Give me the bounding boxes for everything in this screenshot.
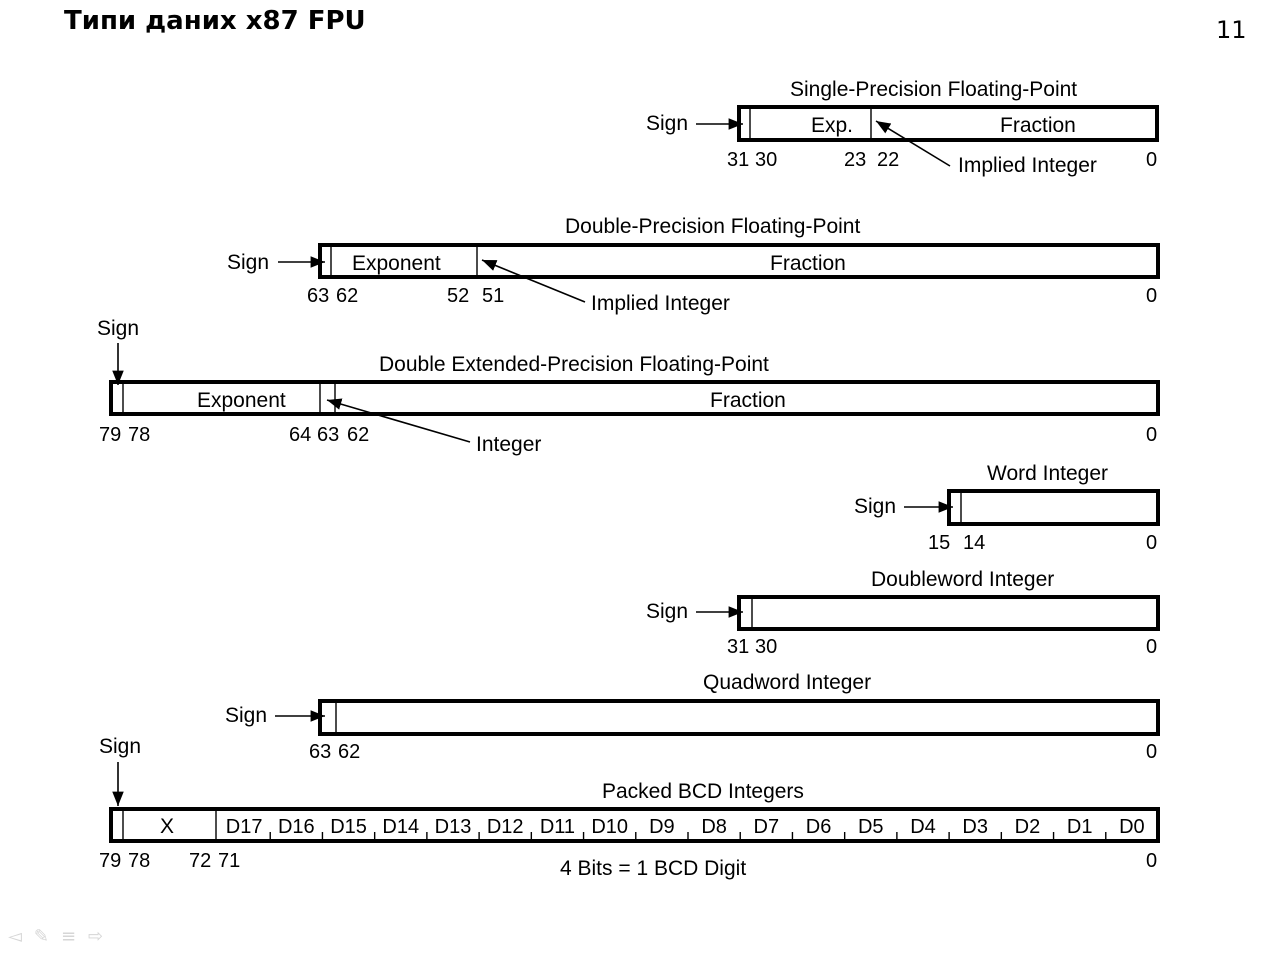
bcd-digit-row: D17 D16 D15 D14 D13 D12 D11 D10 D9 D8 D7 D6 D5 D4 D3 D2… — [226, 816, 1145, 841]
double-precision-format: Double-Precision Floating-Point Sign Exp… — [227, 215, 1160, 315]
bcd-caption: 4 Bits = 1 BCD Digit — [560, 857, 746, 880]
bcd-box — [109, 807, 1160, 843]
bcd-digit-label: D5 — [858, 816, 884, 838]
dword-title: Doubleword Integer — [871, 568, 1054, 591]
bcd-digit-label: D13 — [435, 816, 472, 838]
packed-bcd-format: Sign Packed BCD Integers X D17 D16 D15 D14 D… — [99, 735, 1160, 880]
bcd-digit-label: D15 — [330, 816, 367, 838]
bcd-digit-label: D0 — [1119, 816, 1145, 838]
bit-label: 51 — [482, 285, 504, 307]
bit-label: 79 — [99, 850, 121, 872]
bit-label: 78 — [128, 424, 150, 446]
slide-nav: ◅ ✎ ≡ ⇨ — [8, 926, 103, 947]
slide-number: 11 — [1216, 16, 1247, 44]
bcd-digit-label: D3 — [962, 816, 988, 838]
fraction-label: Fraction — [770, 252, 846, 275]
qword-box — [318, 699, 1160, 736]
bcd-title: Packed BCD Integers — [602, 780, 804, 803]
bit-label: 78 — [128, 850, 150, 872]
bcd-digit-label: D14 — [382, 816, 419, 838]
integer-label: Integer — [476, 433, 541, 456]
bit-label: 0 — [1146, 424, 1157, 446]
sign-label: Sign — [646, 600, 688, 623]
implied-integer-arrow — [875, 120, 951, 167]
implied-integer-label: Implied Integer — [591, 292, 730, 315]
x-label: X — [160, 815, 174, 838]
sign-label: Sign — [225, 704, 267, 727]
implied-integer-arrow — [481, 259, 586, 303]
bcd-digit-label: D2 — [1015, 816, 1041, 838]
extended-box — [109, 380, 1160, 416]
doubleword-integer-format: Doubleword Integer Sign 31 30 0 — [646, 568, 1160, 658]
bit-label: 23 — [844, 149, 866, 171]
sign-label: Sign — [854, 495, 896, 518]
bcd-digit-label: D10 — [591, 816, 628, 838]
next-slide-icon[interactable]: ⇨ — [88, 926, 104, 947]
bit-label: 31 — [727, 636, 749, 658]
pen-icon[interactable]: ✎ — [33, 926, 49, 947]
bcd-digit-label: D11 — [540, 816, 575, 838]
exponent-label: Exponent — [352, 252, 441, 275]
bit-label: 14 — [963, 532, 985, 554]
double-box — [318, 243, 1160, 279]
word-box — [947, 489, 1160, 526]
implied-integer-label: Implied Integer — [958, 154, 1097, 177]
extended-title: Double Extended-Precision Floating-Point — [379, 353, 769, 376]
bit-label: 62 — [336, 285, 358, 307]
menu-icon[interactable]: ≡ — [60, 926, 77, 947]
integer-arrow — [326, 398, 471, 443]
bit-label: 63 — [309, 741, 331, 763]
bcd-digit-label: D17 — [226, 816, 263, 838]
bcd-digit-label: D8 — [701, 816, 727, 838]
bit-label: 79 — [99, 424, 121, 446]
bcd-digit-label: D4 — [910, 816, 936, 838]
bit-label: 30 — [755, 636, 777, 658]
sign-label: Sign — [99, 735, 141, 758]
bit-label: 0 — [1146, 741, 1157, 763]
quadword-integer-format: Quadword Integer Sign 63 62 0 — [225, 671, 1160, 763]
single-title: Single-Precision Floating-Point — [790, 78, 1077, 101]
bit-label: 0 — [1146, 636, 1157, 658]
prev-slide-icon[interactable]: ◅ — [8, 926, 22, 947]
bit-label: 62 — [347, 424, 369, 446]
bit-label: 0 — [1146, 850, 1157, 872]
bit-label: 0 — [1146, 149, 1157, 171]
exponent-label: Exp. — [811, 114, 853, 137]
single-precision-format: Single-Precision Floating-Point Sign Exp… — [646, 78, 1159, 177]
bcd-digit-label: D16 — [278, 816, 315, 838]
extended-precision-format: Sign Double Extended-Precision Floating-… — [97, 317, 1160, 456]
bcd-digit-label: D12 — [487, 816, 524, 838]
bit-label: 64 — [289, 424, 311, 446]
sign-label: Sign — [97, 317, 139, 340]
dword-box — [737, 595, 1160, 631]
single-box — [737, 105, 1159, 142]
fraction-label: Fraction — [710, 389, 786, 412]
qword-title: Quadword Integer — [703, 671, 871, 694]
bit-label: 30 — [755, 149, 777, 171]
bit-label: 0 — [1146, 285, 1157, 307]
fraction-label: Fraction — [1000, 114, 1076, 137]
bit-label: 52 — [447, 285, 469, 307]
bit-label: 62 — [338, 741, 360, 763]
bit-label: 63 — [317, 424, 339, 446]
sign-label: Sign — [227, 251, 269, 274]
bcd-digit-label: D6 — [806, 816, 832, 838]
bit-label: 71 — [218, 850, 240, 872]
bit-label: 0 — [1146, 532, 1157, 554]
bcd-digit-label: D7 — [754, 816, 780, 838]
bit-label: 15 — [928, 532, 950, 554]
double-title: Double-Precision Floating-Point — [565, 215, 860, 238]
bit-label: 63 — [307, 285, 329, 307]
bcd-digit-label: D1 — [1067, 816, 1093, 838]
exponent-label: Exponent — [197, 389, 286, 412]
slide-title: Типи даних x87 FPU — [64, 6, 366, 36]
bit-label: 72 — [189, 850, 211, 872]
word-title: Word Integer — [987, 462, 1108, 485]
sign-label: Sign — [646, 112, 688, 135]
word-integer-format: Word Integer Sign 15 14 0 — [854, 462, 1160, 554]
bcd-digit-label: D9 — [649, 816, 675, 838]
bit-label: 22 — [877, 149, 899, 171]
bit-label: 31 — [727, 149, 749, 171]
